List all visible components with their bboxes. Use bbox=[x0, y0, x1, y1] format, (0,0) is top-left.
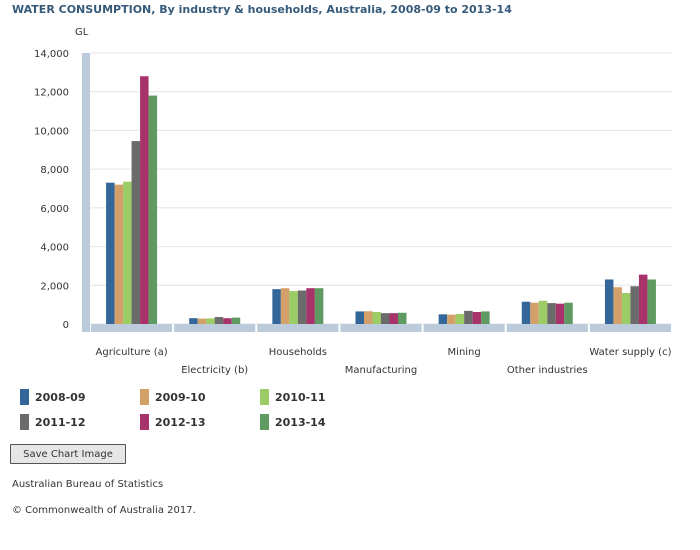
bar-agriculture-a-2008-09 bbox=[106, 182, 115, 324]
bar-manufacturing-2013-14 bbox=[398, 312, 407, 324]
bar-mining-2009-10 bbox=[447, 314, 456, 324]
x-category-label: Households bbox=[269, 347, 327, 358]
bar-electricity-b-2010-11 bbox=[206, 318, 215, 324]
bar-chart: GL 0 2,000 4,000 6,000 8,000 10,000 12,000 14,00… bbox=[34, 27, 672, 376]
y-tick-label: 4,000 bbox=[40, 243, 69, 254]
bar-manufacturing-2010-11 bbox=[372, 311, 381, 324]
bar-other-industries-2008-09 bbox=[521, 301, 531, 324]
y-axis-wall bbox=[82, 53, 90, 332]
legend-label: 2010-11 bbox=[275, 390, 326, 404]
x-axis-floor-segment bbox=[257, 324, 339, 332]
legend-swatch bbox=[20, 389, 29, 405]
y-tick-label: 12,000 bbox=[34, 88, 69, 99]
chart-title: WATER CONSUMPTION, By industry & househo… bbox=[12, 3, 512, 16]
bar-water-supply-c-2010-11 bbox=[621, 293, 631, 324]
bar-manufacturing-2009-10 bbox=[364, 311, 373, 324]
x-category-label: Mining bbox=[448, 347, 481, 358]
legend-label: 2008-09 bbox=[35, 390, 86, 404]
chart-legend: 2008-09 2009-10 2010-11 2011-12 2012-13 2013-… bbox=[20, 389, 460, 430]
legend-label: 2011-12 bbox=[35, 415, 86, 429]
x-axis-floor-segment bbox=[174, 324, 256, 332]
bar-other-industries-2009-10 bbox=[530, 302, 539, 324]
y-tick-label: 2,000 bbox=[40, 281, 69, 292]
x-axis-floor-segment bbox=[589, 324, 671, 332]
bar-mining-2008-09 bbox=[438, 314, 448, 324]
bar-households-2008-09 bbox=[272, 289, 281, 324]
legend-swatch bbox=[260, 389, 269, 405]
legend-item-2010-11[interactable]: 2010-11 bbox=[260, 389, 380, 405]
bar-mining-2013-14 bbox=[481, 311, 490, 324]
source-text: Australian Bureau of Statistics bbox=[12, 479, 164, 490]
bar-households-2011-12 bbox=[297, 290, 307, 324]
bar-water-supply-c-2012-13 bbox=[638, 274, 648, 324]
bar-agriculture-a-2012-13 bbox=[140, 76, 149, 324]
legend-item-2011-12[interactable]: 2011-12 bbox=[20, 414, 140, 430]
y-tick-label: 8,000 bbox=[40, 165, 69, 176]
bar-electricity-b-2013-14 bbox=[231, 317, 241, 324]
legend-swatch bbox=[20, 414, 29, 430]
bar-households-2009-10 bbox=[280, 288, 290, 324]
x-category-label: Electricity (b) bbox=[181, 365, 248, 376]
bar-mining-2010-11 bbox=[455, 313, 465, 324]
legend-label: 2012-13 bbox=[155, 415, 206, 429]
y-axis-unit-label: GL bbox=[75, 27, 89, 38]
legend-item-2013-14[interactable]: 2013-14 bbox=[260, 414, 380, 430]
x-axis-floor-segment bbox=[91, 324, 173, 332]
bar-households-2012-13 bbox=[306, 288, 315, 324]
bar-manufacturing-2012-13 bbox=[389, 313, 398, 324]
x-category-label: Agriculture (a) bbox=[96, 347, 168, 358]
bar-other-industries-2010-11 bbox=[538, 300, 548, 324]
bar-other-industries-2012-13 bbox=[555, 303, 565, 324]
x-category-label: Manufacturing bbox=[345, 365, 417, 376]
y-tick-label: 10,000 bbox=[34, 126, 69, 137]
bar-households-2013-14 bbox=[314, 288, 324, 324]
legend-item-2008-09[interactable]: 2008-09 bbox=[20, 389, 140, 405]
x-category-label: Water supply (c) bbox=[589, 347, 671, 358]
bar-electricity-b-2009-10 bbox=[197, 318, 207, 324]
bar-water-supply-c-2008-09 bbox=[604, 279, 614, 324]
bar-agriculture-a-2010-11 bbox=[123, 181, 132, 324]
legend-swatch bbox=[140, 389, 149, 405]
copyright-text: © Commonwealth of Australia 2017. bbox=[12, 505, 196, 516]
bar-mining-2012-13 bbox=[472, 311, 482, 324]
bar-manufacturing-2008-09 bbox=[355, 311, 364, 324]
bar-water-supply-c-2011-12 bbox=[630, 286, 639, 324]
legend-label: 2009-10 bbox=[155, 390, 206, 404]
legend-label: 2013-14 bbox=[275, 415, 326, 429]
bar-agriculture-a-2009-10 bbox=[114, 184, 124, 324]
x-category-label: Other industries bbox=[507, 365, 588, 376]
y-tick-label: 14,000 bbox=[34, 49, 69, 60]
bar-water-supply-c-2013-14 bbox=[647, 279, 656, 324]
legend-item-2012-13[interactable]: 2012-13 bbox=[140, 414, 260, 430]
bar-households-2010-11 bbox=[289, 291, 298, 324]
bar-electricity-b-2008-09 bbox=[189, 318, 198, 324]
bar-manufacturing-2011-12 bbox=[381, 313, 390, 324]
bar-water-supply-c-2009-10 bbox=[613, 287, 622, 324]
bar-agriculture-a-2013-14 bbox=[148, 95, 158, 324]
x-axis-floor-segment bbox=[506, 324, 588, 332]
bar-electricity-b-2011-12 bbox=[214, 317, 224, 324]
bar-agriculture-a-2011-12 bbox=[131, 141, 141, 324]
bar-electricity-b-2012-13 bbox=[223, 318, 232, 324]
y-tick-label: 6,000 bbox=[40, 204, 69, 215]
legend-swatch bbox=[260, 414, 269, 430]
y-tick-label: 0 bbox=[63, 320, 69, 331]
legend-swatch bbox=[140, 414, 149, 430]
save-chart-image-button[interactable]: Save Chart Image bbox=[10, 444, 126, 464]
x-axis-floor-segment bbox=[340, 324, 422, 332]
bar-other-industries-2013-14 bbox=[564, 302, 573, 324]
bar-other-industries-2011-12 bbox=[547, 303, 556, 324]
legend-item-2009-10[interactable]: 2009-10 bbox=[140, 389, 260, 405]
x-axis-floor-segment bbox=[423, 324, 505, 332]
bar-mining-2011-12 bbox=[464, 310, 473, 324]
